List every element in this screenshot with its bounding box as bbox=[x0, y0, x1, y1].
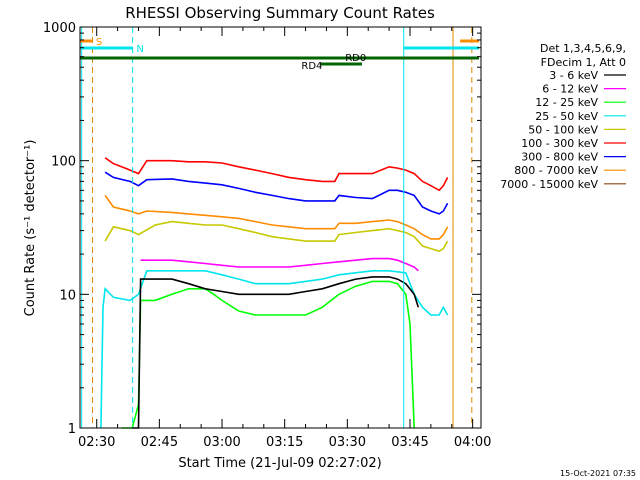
series-line bbox=[104, 194, 449, 240]
x-tick-label: 03:15 bbox=[266, 435, 303, 450]
y-tick-label: 10 bbox=[59, 288, 76, 303]
y-axis-label: Count Rate (s⁻¹ detector⁻¹) bbox=[23, 140, 38, 317]
legend-label: 6 - 12 keV bbox=[542, 83, 598, 96]
chart-title: RHESSI Observing Summary Count Rates bbox=[125, 4, 435, 22]
x-axis: 02:30 02:45 03:00 03:15 03:30 03:45 04:00 bbox=[78, 27, 491, 450]
y-tick-label: 1000 bbox=[43, 21, 76, 36]
legend-header-line2: FDecim 1, Att 0 bbox=[541, 56, 626, 69]
plot-frame bbox=[79, 26, 482, 429]
series-line bbox=[104, 171, 449, 215]
night-label: N bbox=[136, 44, 143, 55]
rd4-label: RD4 bbox=[301, 61, 322, 72]
footer-timestamp: 15-Oct-2021 07:35 bbox=[560, 469, 636, 478]
legend-label: 25 - 50 keV bbox=[535, 110, 598, 123]
y-tick-label: 100 bbox=[51, 155, 76, 170]
rd0-label: RD0 bbox=[345, 53, 366, 64]
x-tick-label: 03:45 bbox=[391, 435, 428, 450]
x-tick-label: 03:30 bbox=[329, 435, 366, 450]
legend-label: 3 - 6 keV bbox=[549, 69, 598, 82]
series-line bbox=[140, 257, 419, 272]
legend-label: 12 - 25 keV bbox=[535, 96, 598, 109]
series-layer bbox=[100, 157, 449, 429]
series-line bbox=[100, 269, 449, 429]
series-line bbox=[104, 157, 449, 192]
legend-header-line1: Det 1,3,4,5,6,9, bbox=[540, 42, 626, 55]
y-tick-label: 1 bbox=[68, 422, 76, 437]
y-axis: 1 10 100 1000 bbox=[43, 21, 481, 437]
legend-label: 100 - 300 keV bbox=[521, 137, 598, 150]
plot-area: S N RD0 RD4 bbox=[79, 26, 482, 429]
x-tick-label: 02:30 bbox=[78, 435, 115, 450]
x-tick-label: 03:00 bbox=[203, 435, 240, 450]
legend-label: 7000 - 15000 keV bbox=[500, 178, 598, 191]
x-tick-label: 04:00 bbox=[454, 435, 491, 450]
x-tick-label: 02:45 bbox=[141, 435, 178, 450]
saa-label: S bbox=[96, 37, 102, 48]
legend-label: 300 - 800 keV bbox=[521, 151, 598, 164]
legend: Det 1,3,4,5,6,9, FDecim 1, Att 0 3 - 6 k… bbox=[500, 42, 626, 191]
series-line bbox=[132, 276, 420, 429]
legend-label: 800 - 7000 keV bbox=[514, 164, 598, 177]
marker-layer: S N RD0 RD4 bbox=[80, 27, 479, 428]
series-line bbox=[121, 280, 415, 429]
legend-label: 50 - 100 keV bbox=[528, 123, 598, 136]
series-line bbox=[104, 220, 449, 253]
x-axis-label: Start Time (21-Jul-09 02:27:02) bbox=[178, 456, 381, 471]
